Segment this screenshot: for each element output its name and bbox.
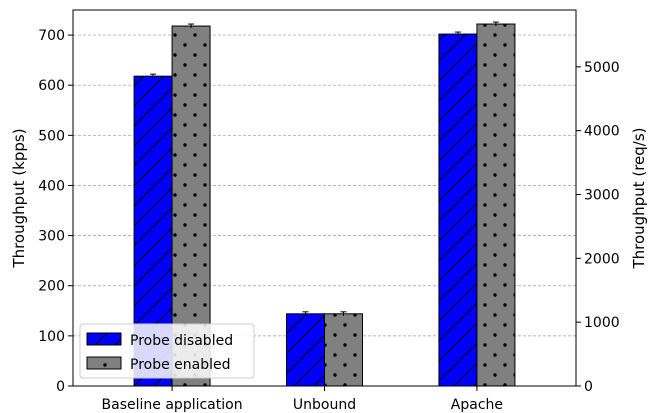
bar-probe-disabled (438, 33, 478, 387)
left-tick-label: 600 (38, 78, 65, 94)
legend-label-probe-disabled: Probe disabled (130, 333, 233, 349)
x-tick-label: Baseline application (102, 397, 243, 413)
right-tick-label: 4000 (584, 124, 620, 140)
bar-probe-enabled (476, 23, 516, 387)
bar-probe-enabled (324, 313, 363, 387)
left-tick-label: 100 (38, 329, 65, 345)
right-tick-label: 2000 (584, 251, 620, 267)
left-axis: 0 100 200 300 400 500 600 700 (38, 28, 73, 395)
left-tick-label: 400 (38, 178, 65, 194)
right-axis-label: Throughput (req/s) (630, 127, 648, 269)
left-tick-label: 200 (38, 279, 65, 295)
legend-label-probe-enabled: Probe enabled (130, 357, 231, 373)
right-tick-label: 1000 (584, 315, 620, 331)
legend-swatch-probe-enabled (86, 356, 122, 370)
legend-box (79, 323, 255, 379)
bar-probe-disabled (286, 313, 325, 387)
right-tick-label: 0 (584, 379, 593, 395)
legend: Probe disabled Probe enabled (79, 323, 255, 379)
x-axis: Baseline application Unbound Apache (102, 386, 503, 413)
left-tick-label: 500 (38, 128, 65, 144)
left-tick-label: 0 (56, 379, 65, 395)
right-tick-label: 5000 (584, 60, 620, 76)
right-tick-label: 3000 (584, 187, 620, 203)
legend-swatch-probe-disabled (86, 332, 122, 346)
left-axis-label: Throughput (kpps) (10, 128, 28, 268)
left-tick-label: 700 (38, 28, 65, 44)
x-tick-label: Apache (451, 397, 503, 413)
x-tick-label: Unbound (293, 397, 356, 413)
left-tick-label: 300 (38, 229, 65, 245)
right-axis: 0 1000 2000 3000 4000 5000 (576, 60, 620, 395)
